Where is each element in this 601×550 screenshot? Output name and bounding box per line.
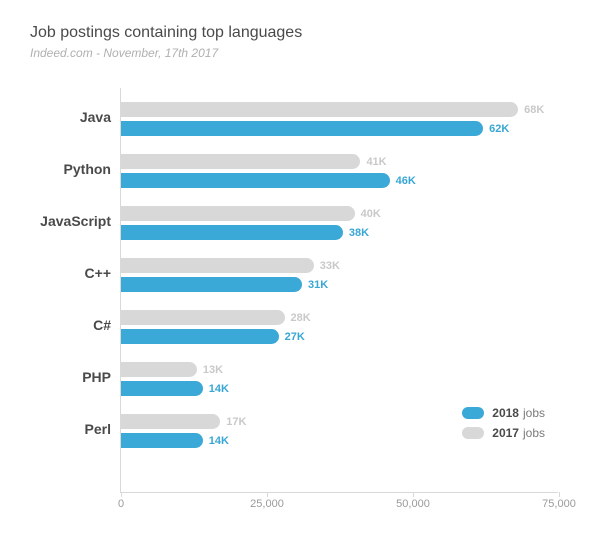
xtick-label: 25,000 (250, 498, 284, 510)
bar-value-label: 46K (396, 175, 416, 187)
xtick-mark (267, 492, 268, 497)
bar-2018: 14K (121, 433, 203, 448)
category-label: C# (25, 317, 111, 333)
bar-2017: 40K (121, 206, 355, 221)
chart-subtitle: Indeed.com - November, 17th 2017 (30, 46, 571, 60)
legend-word-2018: jobs (523, 406, 545, 420)
bar-value-label: 13K (203, 364, 223, 376)
category-label: Perl (25, 421, 111, 437)
bar-value-label: 14K (209, 383, 229, 395)
chart-title: Job postings containing top languages (30, 24, 571, 42)
bar-value-label: 14K (209, 435, 229, 447)
legend-swatch-2017 (462, 427, 484, 439)
bar-value-label: 38K (349, 227, 369, 239)
legend-row-2017: 2017 jobs (462, 426, 545, 440)
xtick-mark (413, 492, 414, 497)
legend-year-2018: 2018 (492, 406, 519, 420)
xtick-mark (559, 492, 560, 497)
bar-2018: 46K (121, 173, 390, 188)
bar-group: PHP13K14K (121, 360, 558, 394)
bar-value-label: 28K (291, 312, 311, 324)
bar-value-label: 40K (361, 208, 381, 220)
bar-group: JavaScript40K38K (121, 204, 558, 238)
bar-2017: 68K (121, 102, 518, 117)
bar-value-label: 62K (489, 123, 509, 135)
bar-2017: 13K (121, 362, 197, 377)
bar-group: Java68K62K (121, 100, 558, 134)
bar-value-label: 41K (366, 156, 386, 168)
bar-2018: 31K (121, 277, 302, 292)
legend-year-2017: 2017 (492, 426, 519, 440)
bar-2018: 38K (121, 225, 343, 240)
xtick-label: 50,000 (396, 498, 430, 510)
bar-value-label: 27K (285, 331, 305, 343)
category-label: PHP (25, 369, 111, 385)
bar-2018: 14K (121, 381, 203, 396)
bar-2017: 41K (121, 154, 360, 169)
legend-row-2018: 2018 jobs (462, 406, 545, 420)
xtick-label: 75,000 (542, 498, 576, 510)
category-label: Java (25, 109, 111, 125)
legend-swatch-2018 (462, 407, 484, 419)
bar-group: Python41K46K (121, 152, 558, 186)
bar-group: C#28K27K (121, 308, 558, 342)
category-label: Python (25, 161, 111, 177)
bar-group: C++33K31K (121, 256, 558, 290)
bar-2017: 17K (121, 414, 220, 429)
bar-2017: 33K (121, 258, 314, 273)
legend-word-2017: jobs (523, 426, 545, 440)
bar-2017: 28K (121, 310, 285, 325)
category-label: C++ (25, 265, 111, 281)
legend: 2018 jobs 2017 jobs (462, 406, 545, 446)
bar-value-label: 68K (524, 104, 544, 116)
category-label: JavaScript (25, 213, 111, 229)
bar-value-label: 33K (320, 260, 340, 272)
xtick-mark (121, 492, 122, 497)
bar-2018: 27K (121, 329, 279, 344)
bar-value-label: 31K (308, 279, 328, 291)
bar-value-label: 17K (226, 416, 246, 428)
bar-2018: 62K (121, 121, 483, 136)
xtick-label: 0 (118, 498, 124, 510)
